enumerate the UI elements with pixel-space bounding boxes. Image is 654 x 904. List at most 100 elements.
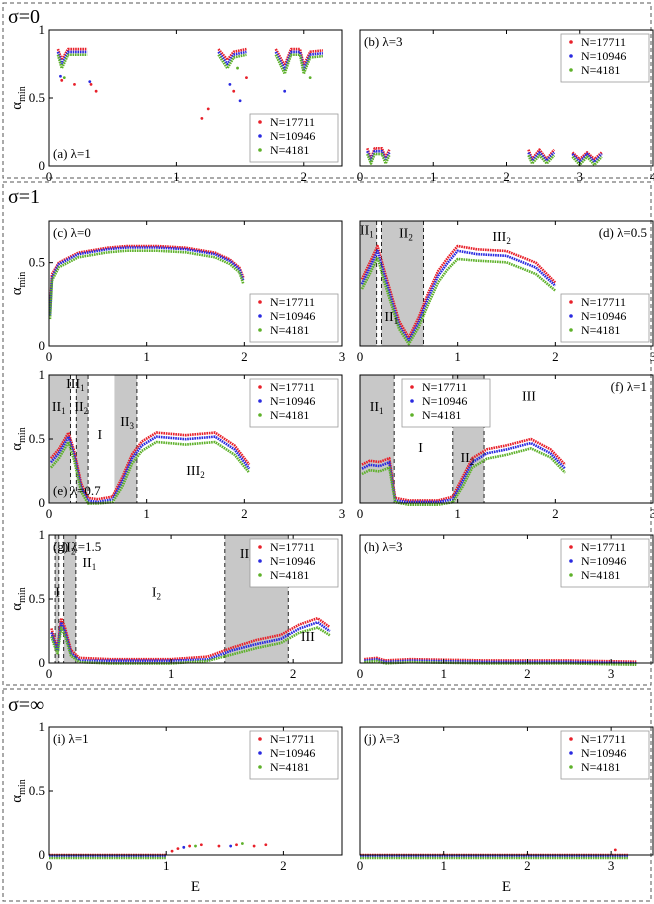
panel-title: (d) λ=0.5 — [599, 225, 647, 240]
y-tick-label: 1 — [39, 527, 46, 542]
region-shade — [360, 221, 377, 346]
panel-title: (g) λ=1.5 — [53, 539, 101, 554]
region-label: I2 — [152, 585, 161, 601]
y-axis-label-subscript: min — [17, 587, 28, 603]
series-point-N=4181 — [240, 842, 244, 845]
series-line-N=10946 — [48, 246, 245, 316]
series-point-N=17711 — [188, 844, 192, 848]
series-point-N=17711 — [232, 89, 236, 93]
x-tick-label: 2 — [241, 349, 248, 364]
legend-marker — [569, 765, 573, 769]
series-point-N=10946 — [229, 844, 233, 848]
legend-marker — [258, 134, 262, 138]
series-point-N=17711 — [264, 843, 268, 847]
legend-marker — [569, 68, 573, 72]
region-shade — [76, 375, 89, 503]
legend-entry: N=4181 — [270, 323, 309, 337]
series-line-N=4181 — [360, 256, 557, 346]
x-tick-label: 0 — [357, 666, 364, 681]
legend-marker — [258, 120, 262, 124]
legend-entry: N=10946 — [581, 746, 626, 760]
panel-title: (b) λ=3 — [364, 34, 403, 49]
legend-entry: N=17711 — [270, 295, 315, 309]
x-tick-label: 0 — [357, 506, 364, 521]
x-tick-label: 0 — [357, 169, 364, 184]
group-box-sigma-1 — [2, 181, 652, 686]
legend-entry: N=4181 — [581, 760, 620, 774]
legend-marker — [258, 148, 262, 152]
series-line-N=10946 — [274, 50, 324, 71]
legend-marker — [258, 328, 262, 332]
legend-entry: N=4181 — [270, 143, 309, 157]
axes-frame — [359, 220, 654, 347]
legend-marker — [258, 751, 262, 755]
series-point-N=10946 — [228, 83, 232, 86]
series-point-N=4181 — [62, 76, 66, 79]
x-tick-label: 3 — [608, 666, 615, 681]
y-axis-label: αmin — [9, 779, 28, 802]
region-label-subscript: 2 — [408, 233, 413, 243]
x-tick-label: 0 — [357, 858, 364, 873]
region-label-subscript: 2 — [84, 406, 89, 416]
series-line-N=17711 — [364, 656, 637, 664]
legend-entry: N=4181 — [422, 408, 461, 422]
panel-title: (j) λ=3 — [364, 731, 400, 746]
series-line-N=4181 — [527, 154, 556, 165]
series-point-N=17711 — [60, 78, 64, 82]
region-label: III2 — [186, 464, 205, 480]
series-point-N=4181 — [308, 76, 312, 79]
x-tick-label: 1 — [440, 858, 447, 873]
legend-entry: N=17711 — [422, 380, 467, 394]
legend-box — [560, 730, 650, 780]
x-tick-label: 2 — [524, 858, 531, 873]
legend-entry: N=17711 — [270, 115, 315, 129]
y-tick-label: 0.5 — [29, 591, 45, 606]
series-point-N=17711 — [252, 844, 256, 848]
x-tick-label: 2 — [301, 169, 308, 184]
series-point-N=17711 — [94, 89, 98, 93]
series-line-N=10946 — [50, 620, 331, 662]
y-tick-label: 0 — [39, 495, 46, 510]
legend-marker — [258, 765, 262, 769]
series-line-N=4181 — [48, 249, 245, 320]
legend-entry: N=10946 — [581, 309, 626, 323]
series-point-N=17711 — [170, 849, 174, 853]
legend-box — [249, 730, 339, 780]
x-tick-label: 1 — [163, 858, 170, 873]
region-label: I — [55, 585, 60, 600]
x-tick-label: 2 — [290, 666, 297, 681]
legend-marker — [258, 737, 262, 741]
legend-entry: N=17711 — [581, 732, 626, 746]
region-label: III — [522, 390, 536, 405]
x-tick-label: 1 — [143, 506, 150, 521]
legend-marker — [569, 545, 573, 549]
series-line-N=17711 — [361, 437, 567, 502]
legend-box — [249, 113, 339, 163]
x-tick-label: 3 — [608, 858, 615, 873]
x-tick-label: 3 — [339, 506, 346, 521]
x-tick-label: 0 — [46, 666, 53, 681]
series-line-N=17711 — [360, 244, 557, 339]
series-point-N=4181 — [194, 844, 197, 848]
x-tick-label: 1 — [454, 506, 461, 521]
region-label-subscript: 1 — [80, 383, 85, 393]
region-label-subscript: 2 — [470, 457, 475, 467]
legend-marker — [258, 573, 262, 577]
y-tick-label: 0.5 — [29, 90, 45, 105]
series-line-N=4181 — [217, 53, 247, 70]
legend-entry: N=4181 — [270, 760, 309, 774]
legend-marker — [258, 559, 262, 563]
y-tick-label: 0.5 — [29, 431, 45, 446]
group-label-sigma-1: σ=1 — [8, 186, 40, 208]
legend-marker — [569, 300, 573, 304]
series-point-N=10946 — [59, 74, 62, 78]
y-tick-label: 0.5 — [29, 783, 45, 798]
legend-entry: N=10946 — [270, 746, 315, 760]
series-line-N=10946 — [49, 435, 251, 504]
